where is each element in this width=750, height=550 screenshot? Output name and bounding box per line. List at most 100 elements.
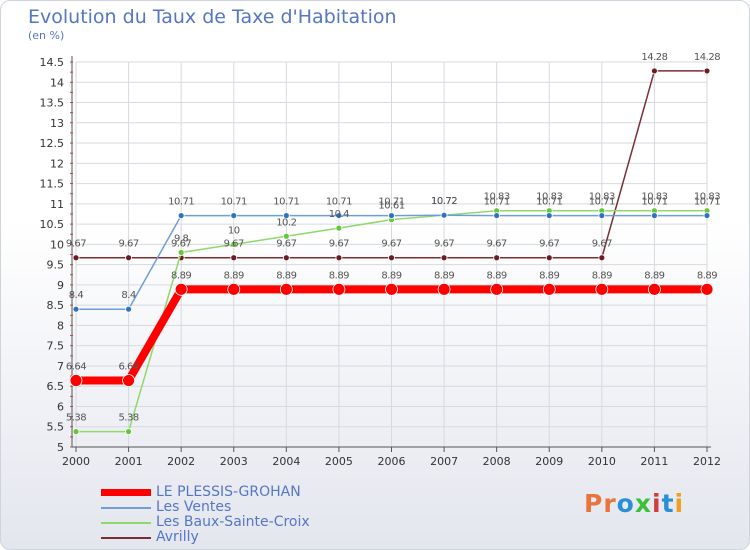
y-tick-label: 14.5	[40, 56, 65, 69]
data-label: 10.71	[273, 197, 299, 208]
data-point	[545, 254, 553, 262]
data-label: 10.71	[536, 197, 562, 208]
data-point	[388, 212, 395, 219]
data-label: 10.83	[484, 192, 510, 203]
data-label: 9.8	[174, 233, 189, 244]
data-label: 8.89	[434, 270, 454, 281]
data-label: 10.72	[431, 196, 457, 207]
x-tick-label: 2002	[167, 455, 195, 468]
data-point	[230, 212, 238, 219]
data-point	[282, 232, 290, 240]
data-point	[230, 254, 238, 262]
unit-label: (en %)	[28, 29, 65, 42]
data-point	[385, 282, 398, 296]
data-point	[125, 428, 132, 436]
data-point	[72, 254, 80, 262]
data-point	[282, 254, 290, 262]
data-label: 8.89	[171, 270, 191, 281]
x-tick-label: 2005	[325, 455, 353, 468]
data-point	[177, 212, 185, 219]
data-point	[230, 240, 238, 248]
data-point	[122, 374, 135, 387]
data-label: 8.89	[329, 270, 349, 281]
x-tick-label: 2003	[220, 455, 248, 468]
legend-swatch	[101, 522, 151, 524]
data-label: 14.28	[694, 52, 720, 63]
data-label: 9.67	[171, 239, 191, 250]
data-label: 5.38	[118, 413, 138, 424]
data-point	[493, 254, 501, 262]
data-point	[595, 282, 609, 296]
data-label: 8.89	[224, 270, 244, 281]
data-point	[72, 428, 80, 436]
data-label: 10.71	[484, 197, 510, 208]
data-label: 5.38	[66, 413, 86, 424]
legend-label: Avrilly	[156, 529, 199, 545]
x-tick-label: 2011	[640, 455, 668, 468]
data-label: 9.67	[487, 239, 507, 250]
data-label: 9.67	[539, 239, 559, 250]
data-label: 10.72	[431, 196, 457, 207]
x-tick-label: 2000	[62, 455, 90, 468]
legend-swatch	[101, 489, 151, 496]
data-point	[125, 305, 132, 313]
data-label: 10.71	[378, 197, 404, 208]
data-label: 14.28	[641, 52, 667, 63]
data-label: 10.71	[694, 197, 720, 208]
data-point	[282, 212, 290, 219]
x-tick-label: 2009	[535, 455, 563, 468]
x-tick-label: 2012	[693, 455, 721, 468]
legend-label: LE PLESSIS-GROHAN	[156, 484, 301, 500]
data-label: 10.71	[168, 197, 194, 208]
y-tick-label: 11	[50, 198, 64, 211]
data-point	[69, 374, 83, 387]
data-point	[703, 67, 711, 75]
data-point	[72, 305, 80, 313]
y-tick-label: 9	[57, 279, 64, 292]
data-label: 10	[228, 225, 240, 236]
data-label: 10.71	[326, 197, 352, 208]
y-tick-label: 12	[50, 157, 64, 170]
data-point	[700, 282, 714, 296]
y-tick-label: 11.5	[40, 178, 65, 191]
data-label: 6.64	[118, 362, 138, 373]
y-tick-label: 13	[50, 117, 64, 130]
data-label: 9.67	[381, 239, 401, 250]
data-label: 8.89	[697, 270, 717, 281]
data-label: 9.67	[224, 239, 244, 250]
proxiti-logo: Proxiti	[584, 489, 685, 518]
data-point	[542, 282, 556, 296]
x-tick-label: 2004	[272, 455, 300, 468]
data-point	[335, 224, 343, 232]
data-label: 9.67	[434, 239, 454, 250]
data-point	[598, 212, 606, 219]
y-tick-label: 8	[57, 319, 64, 332]
y-tick-label: 13.5	[40, 97, 65, 110]
x-tick-label: 2010	[588, 455, 616, 468]
data-point	[125, 254, 132, 262]
data-label: 10.71	[221, 197, 247, 208]
data-label: 10.83	[641, 192, 667, 203]
data-label: 9.67	[66, 239, 86, 250]
y-tick-label: 6	[57, 400, 64, 413]
legend-swatch	[101, 507, 151, 509]
data-point	[651, 212, 658, 219]
x-tick-label: 2006	[378, 455, 406, 468]
data-point	[388, 254, 395, 262]
data-label: 10.83	[589, 192, 615, 203]
data-point	[490, 282, 504, 296]
data-label: 9.67	[329, 239, 349, 250]
data-label: 8.4	[121, 290, 136, 301]
y-tick-label: 10.5	[40, 218, 65, 231]
x-tick-label: 2007	[430, 455, 458, 468]
data-point	[335, 254, 343, 262]
data-label: 8.89	[487, 270, 507, 281]
y-tick-label: 5	[57, 441, 64, 454]
data-label: 8.4	[69, 290, 84, 301]
data-point	[598, 254, 606, 262]
y-tick-label: 8.5	[47, 299, 65, 312]
data-point	[227, 282, 241, 296]
y-tick-label: 7	[57, 360, 64, 373]
y-tick-label: 6.5	[47, 380, 65, 393]
